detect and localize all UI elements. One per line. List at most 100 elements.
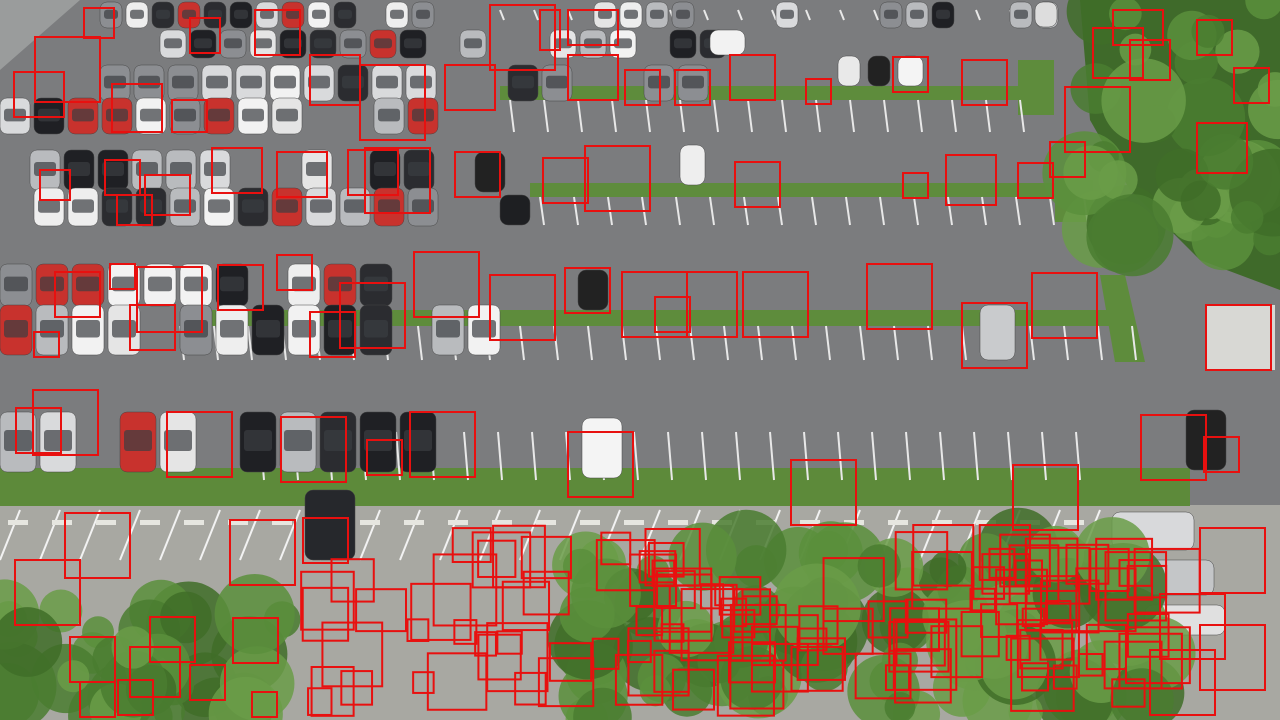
stripe [781,99,787,133]
car-window [650,9,664,19]
detection-box [904,598,948,634]
stripe [737,9,743,21]
stripe [947,196,953,226]
stripe [873,9,879,21]
detection-box [166,411,233,478]
detection-box [1203,436,1240,473]
detection-box [867,600,909,639]
car-window [472,320,496,338]
car-window [242,108,264,122]
detection-box [486,622,549,693]
tree-canopy [1215,29,1260,74]
detection-box [980,603,1019,638]
car-window [172,75,194,89]
car-window [416,9,430,19]
detection-box [1124,626,1191,685]
stripe [1063,325,1069,361]
car-window [72,108,94,122]
detection-box [149,616,196,663]
stripe [849,99,855,133]
tree-canopy [208,676,283,720]
stripe [837,431,843,481]
detection-box [884,664,911,691]
car-window [244,430,272,451]
stripe [709,196,715,226]
detection-box [129,304,176,351]
car [577,269,609,311]
stripe [159,509,181,561]
car [837,55,861,87]
tree-canopy [1180,180,1221,221]
car-window [306,162,328,176]
stripe [199,509,221,561]
bay-marking [976,520,996,525]
car-window [136,162,158,176]
detection-box [1118,632,1183,690]
car-window [106,108,128,122]
detection-box [912,524,975,587]
car-window [174,199,196,213]
stripe [499,9,505,21]
car-window [512,75,534,89]
car-window [376,75,398,89]
car-window [234,9,248,19]
stripe [939,431,945,481]
detection-box [307,687,333,716]
detection-box [129,646,181,698]
car-window [38,199,60,213]
stripe [239,509,261,561]
detection-box [742,271,809,338]
stripe [951,99,957,133]
tree-canopy [1191,14,1225,48]
detection-box [309,311,356,358]
detection-box [413,251,480,318]
car [979,304,1016,361]
stripe [359,509,381,561]
car-window [138,75,160,89]
stripe [509,99,515,133]
detection-box [1126,612,1170,658]
car-window [194,38,212,49]
bay-marking [96,520,116,525]
bay-marking [140,520,160,525]
stripe [913,196,919,226]
detection-box [454,151,501,198]
stripe [577,99,583,133]
detection-box [359,64,426,141]
car-window [164,430,192,451]
bay-marking [580,520,600,525]
bay-marking [272,520,292,525]
detection-box [892,56,929,93]
stripe [1097,325,1103,361]
car-window [338,9,352,19]
detection-box [1112,9,1164,46]
car-window [208,9,222,19]
detection-box [34,36,101,103]
detection-box [790,459,857,526]
stripe [757,325,763,361]
stripe [975,9,981,21]
detection-box [1040,579,1100,634]
tree-canopy [1245,0,1280,20]
tree-canopy [1098,160,1138,200]
car-window [344,38,362,49]
detection-box [1111,678,1146,708]
bay-marking [228,520,248,525]
stripe [871,431,877,481]
car-window [164,38,182,49]
detection-box [888,620,950,673]
stripe [839,9,845,21]
stripe [417,325,423,361]
stripe [1049,196,1055,226]
car-window [174,108,196,122]
detection-box [412,671,435,694]
detection-box [729,659,785,710]
detection-box [409,411,476,478]
detection-box [567,54,619,101]
stripe [1029,325,1035,361]
car-window [206,75,228,89]
car-window [276,199,298,213]
car-window [44,430,72,451]
car-window [378,108,400,122]
car [581,417,623,479]
